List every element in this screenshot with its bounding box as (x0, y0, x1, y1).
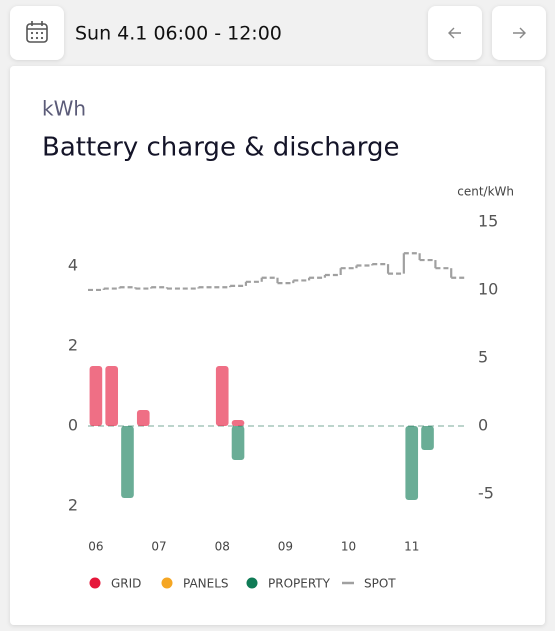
y2-tick-label: 5 (478, 347, 488, 366)
x-tick-label: 08 (215, 540, 230, 554)
x-tick-label: 09 (278, 540, 293, 554)
chart-title: Battery charge & discharge (42, 133, 399, 163)
date-range: Sun 4.1 06:00 - 12:00 (75, 23, 282, 45)
bar (89, 366, 103, 426)
bar (405, 426, 419, 500)
legend-marker (246, 577, 258, 589)
x-tick-label: 07 (151, 540, 166, 554)
legend-label: PANELS (183, 577, 229, 591)
bar (105, 366, 119, 426)
x-tick-label: 11 (404, 540, 419, 554)
calendar-icon (26, 21, 48, 43)
bar (215, 366, 229, 426)
y2-tick-label: -5 (478, 483, 494, 502)
calendar-dots (30, 31, 44, 40)
legend-marker (89, 577, 101, 589)
y2-axis-label: cent/kWh (457, 185, 514, 199)
y-tick-label: 2 (68, 336, 78, 355)
next-arrow (513, 27, 526, 39)
y2-tick-label: 0 (478, 415, 488, 434)
legend-marker (161, 577, 173, 589)
y2-tick-label: 15 (478, 212, 498, 231)
x-tick-label: 10 (341, 540, 356, 554)
x-tick-label: 06 (88, 540, 103, 554)
y-tick-label: 0 (68, 416, 78, 435)
unit-label: kWh (42, 97, 86, 121)
legend-label: GRID (111, 577, 141, 591)
bar (136, 410, 150, 426)
y2-tick-label: 10 (478, 279, 498, 298)
legend-label: PROPERTY (268, 577, 331, 591)
y-tick-label: 2 (68, 496, 78, 515)
prev-arrow (448, 27, 461, 39)
bar (121, 426, 134, 498)
bar (421, 426, 434, 450)
legend-label: SPOT (364, 577, 396, 591)
bar (231, 420, 245, 426)
bar (231, 426, 245, 460)
y-tick-label: 4 (68, 256, 78, 275)
